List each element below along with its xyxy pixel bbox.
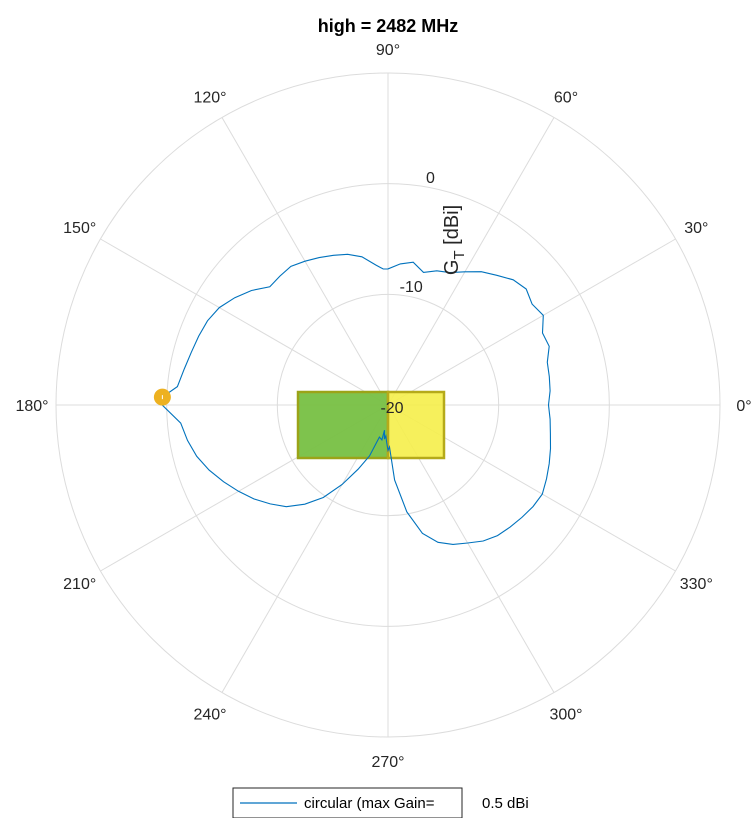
highlight-rectangles xyxy=(296,390,446,460)
radial-axis-label-unit: [dBi] xyxy=(441,205,463,251)
angle-tick-label: 60° xyxy=(554,90,578,107)
legend-entry: circular (max Gain= xyxy=(304,795,435,812)
legend: circular (max Gain= 0.5 dBi xyxy=(232,787,529,818)
radial-tick-label: -10 xyxy=(400,279,423,296)
radial-axis-label-sub: T xyxy=(451,250,468,259)
grid-spoke-1 xyxy=(387,238,676,406)
max-gain-value: 0.5 dBi xyxy=(482,795,529,812)
chart-title: high = 2482 MHz xyxy=(318,16,459,36)
radial-tick-label: -20 xyxy=(380,400,403,417)
angle-tick-label: 270° xyxy=(371,754,404,771)
series-line-0 xyxy=(161,253,552,545)
angle-tick-label: 150° xyxy=(63,220,96,237)
grid-spoke-2 xyxy=(387,117,555,406)
angle-tick-label: 210° xyxy=(63,576,96,593)
angle-tick-labels: 0° 30° 60° 90° 120° 150° 180° 210° 240° 270° 300° 3… xyxy=(15,42,751,771)
angle-tick-label: 90° xyxy=(376,42,400,59)
marker-layer xyxy=(153,388,171,406)
angle-tick-label: 330° xyxy=(680,576,713,593)
series-layer xyxy=(161,253,552,545)
radial-axis-label: GT [dBi] xyxy=(441,205,468,275)
angle-tick-label: 0° xyxy=(736,398,751,415)
green-rectangle xyxy=(296,390,390,460)
radial-tick-label: 0 xyxy=(426,170,435,187)
angle-tick-label: 240° xyxy=(193,706,226,723)
radial-tick-labels: -20 -10 0 xyxy=(380,170,435,417)
grid-spoke-5 xyxy=(100,238,389,406)
yellow-rectangle xyxy=(386,390,446,460)
radial-axis-label-main: G xyxy=(441,260,463,276)
angle-tick-label: 30° xyxy=(684,220,708,237)
angle-tick-label: 300° xyxy=(549,706,582,723)
angle-tick-label: 180° xyxy=(15,398,48,415)
angle-tick-label: 120° xyxy=(193,90,226,107)
